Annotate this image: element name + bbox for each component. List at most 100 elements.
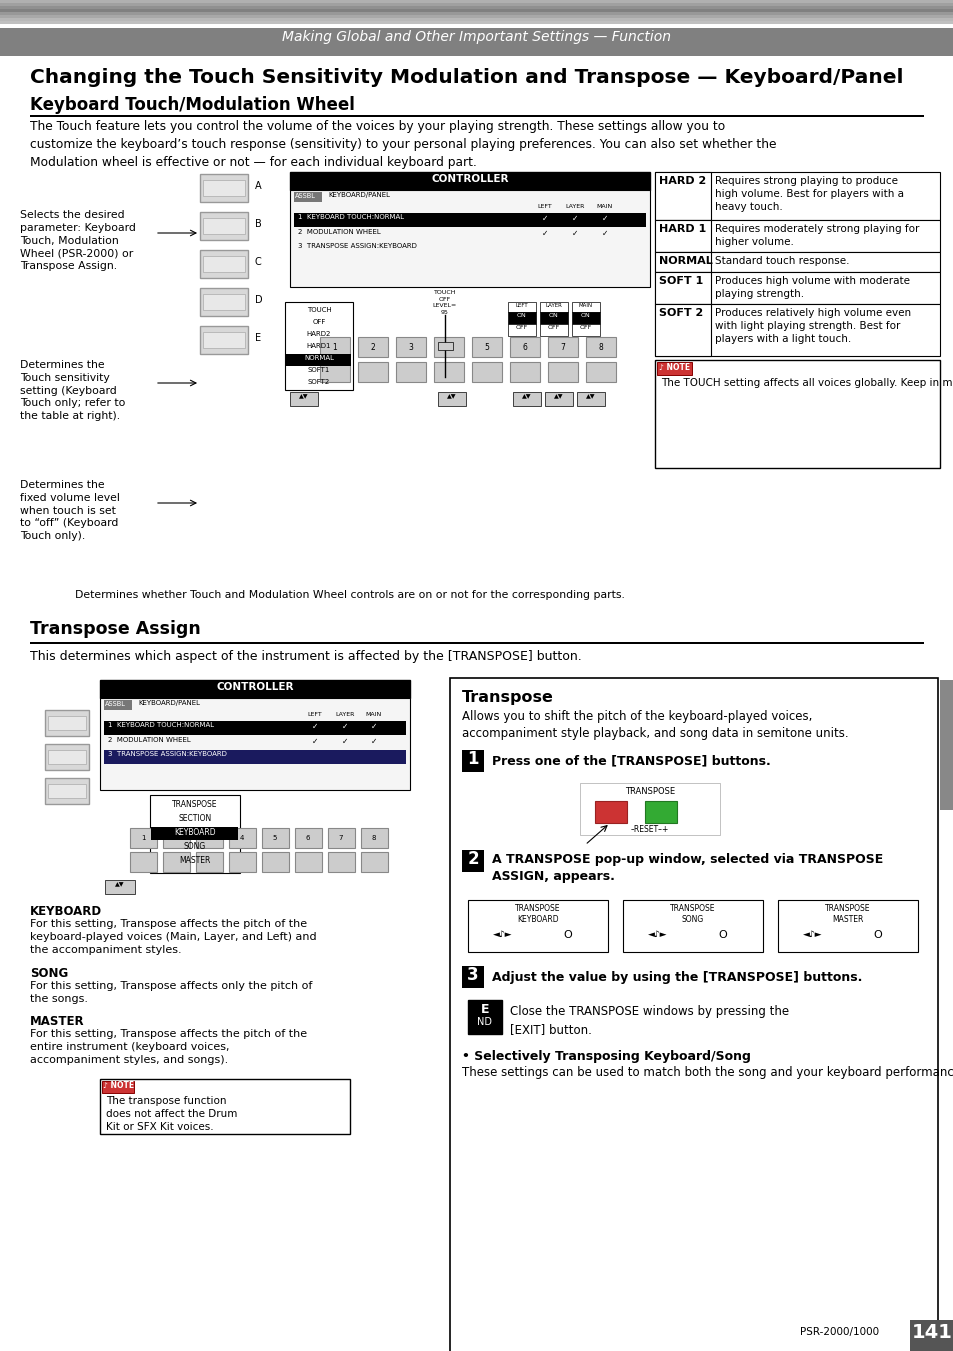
Bar xyxy=(203,255,245,272)
Bar xyxy=(150,794,240,873)
Text: 1  KEYBOARD TOUCH:NORMAL: 1 KEYBOARD TOUCH:NORMAL xyxy=(108,721,213,728)
Bar xyxy=(655,304,939,357)
Text: KEYBOARD: KEYBOARD xyxy=(174,828,215,838)
Text: 2: 2 xyxy=(467,850,478,867)
Text: Selects the desired
parameter: Keyboard
Touch, Modulation
Wheel (PSR-2000) or
Tr: Selects the desired parameter: Keyboard … xyxy=(20,209,135,272)
Bar xyxy=(151,827,237,840)
Bar xyxy=(163,852,190,871)
Text: Transpose: Transpose xyxy=(461,690,554,705)
Text: Making Global and Other Important Settings — Function: Making Global and Other Important Settin… xyxy=(282,30,671,45)
Text: 1: 1 xyxy=(467,750,478,767)
Bar xyxy=(585,362,616,382)
Text: 141: 141 xyxy=(911,1323,952,1342)
Bar xyxy=(657,362,691,376)
Bar xyxy=(0,5,953,9)
Bar xyxy=(507,324,536,336)
Bar xyxy=(294,192,322,203)
Text: LEFT: LEFT xyxy=(537,204,552,209)
Bar xyxy=(437,342,453,350)
Text: 2  MODULATION WHEEL: 2 MODULATION WHEEL xyxy=(297,230,380,235)
Text: ASSBL: ASSBL xyxy=(294,193,315,199)
Bar xyxy=(577,392,604,407)
Text: For this setting, Transpose affects the pitch of the
keyboard-played voices (Mai: For this setting, Transpose affects the … xyxy=(30,919,316,955)
Text: 2: 2 xyxy=(370,343,375,351)
Text: ◄♪►: ◄♪► xyxy=(493,929,512,939)
Text: 2  MODULATION WHEEL: 2 MODULATION WHEEL xyxy=(108,738,191,743)
Bar xyxy=(203,218,245,234)
Text: MAIN: MAIN xyxy=(578,303,593,308)
Bar xyxy=(395,362,426,382)
Text: KEYBOARD/PANEL: KEYBOARD/PANEL xyxy=(138,700,200,707)
Text: SOFT1: SOFT1 xyxy=(308,367,330,373)
Text: Allows you to shift the pitch of the keyboard-played voices,
accompaniment style: Allows you to shift the pitch of the key… xyxy=(461,711,848,740)
Text: Press one of the [TRANSPOSE] buttons.: Press one of the [TRANSPOSE] buttons. xyxy=(492,754,770,767)
Text: Adjust the value by using the [TRANSPOSE] buttons.: Adjust the value by using the [TRANSPOSE… xyxy=(492,971,862,984)
Text: 2: 2 xyxy=(173,835,178,842)
Text: LAYER: LAYER xyxy=(335,712,355,717)
Bar xyxy=(200,326,248,354)
Text: ✓: ✓ xyxy=(341,738,348,746)
Text: 1: 1 xyxy=(141,835,145,842)
Text: TRANSPOSE
MASTER: TRANSPOSE MASTER xyxy=(824,904,870,924)
Text: 5: 5 xyxy=(273,835,277,842)
Text: 7: 7 xyxy=(338,835,343,842)
Text: ON: ON xyxy=(549,313,558,317)
Text: Determines whether Touch and Modulation Wheel controls are on or not for the cor: Determines whether Touch and Modulation … xyxy=(75,590,624,600)
Text: The Touch feature lets you control the volume of the voices by your playing stre: The Touch feature lets you control the v… xyxy=(30,120,776,169)
Text: The transpose function
does not affect the Drum
Kit or SFX Kit voices.: The transpose function does not affect t… xyxy=(106,1096,237,1132)
Text: O: O xyxy=(718,929,726,940)
Text: –RESET–+: –RESET–+ xyxy=(630,825,668,834)
Text: ♪ NOTE: ♪ NOTE xyxy=(103,1082,134,1090)
Text: CONTROLLER: CONTROLLER xyxy=(216,682,294,692)
Text: 1: 1 xyxy=(333,343,337,351)
Bar xyxy=(655,359,939,467)
Bar xyxy=(0,26,953,28)
Text: Requires strong playing to produce
high volume. Best for players with a
heavy to: Requires strong playing to produce high … xyxy=(714,176,903,212)
Bar xyxy=(539,303,567,312)
Text: ▲▼: ▲▼ xyxy=(299,394,309,399)
Bar xyxy=(395,336,426,357)
Bar xyxy=(45,778,89,804)
Bar xyxy=(285,303,353,390)
Bar xyxy=(357,336,388,357)
Text: ✓: ✓ xyxy=(371,738,376,746)
Text: LAYER: LAYER xyxy=(565,204,584,209)
Bar xyxy=(468,900,607,952)
Text: OFF: OFF xyxy=(579,326,592,330)
Bar xyxy=(30,115,923,116)
Text: ▲▼: ▲▼ xyxy=(554,394,563,399)
Text: Standard touch response.: Standard touch response. xyxy=(714,255,848,266)
Text: SOFT 1: SOFT 1 xyxy=(659,276,702,286)
Bar xyxy=(203,180,245,196)
Bar xyxy=(0,15,953,18)
Bar xyxy=(195,828,223,848)
Text: LAYER: LAYER xyxy=(545,303,562,308)
Bar xyxy=(200,212,248,240)
Bar xyxy=(539,324,567,336)
Bar xyxy=(360,828,388,848)
Bar xyxy=(319,362,350,382)
Text: TRANSPOSE
SONG: TRANSPOSE SONG xyxy=(670,904,715,924)
Text: 4: 4 xyxy=(239,835,244,842)
Text: TRANSPOSE: TRANSPOSE xyxy=(172,800,217,809)
Text: 6: 6 xyxy=(305,835,310,842)
Text: 1  KEYBOARD TOUCH:NORMAL: 1 KEYBOARD TOUCH:NORMAL xyxy=(297,213,404,220)
Bar xyxy=(357,362,388,382)
Bar xyxy=(655,253,939,272)
Text: NORMAL: NORMAL xyxy=(304,355,334,361)
Text: TOUCH: TOUCH xyxy=(306,307,331,313)
Bar xyxy=(0,9,953,12)
Bar xyxy=(655,304,710,357)
Text: ♪ NOTE: ♪ NOTE xyxy=(659,362,689,372)
Bar xyxy=(572,312,599,324)
Bar xyxy=(547,336,578,357)
Text: Keyboard Touch/Modulation Wheel: Keyboard Touch/Modulation Wheel xyxy=(30,96,355,113)
Text: Determines the
fixed volume level
when touch is set
to “off” (Keyboard
Touch onl: Determines the fixed volume level when t… xyxy=(20,480,120,542)
Bar xyxy=(195,852,223,871)
Bar xyxy=(655,172,710,220)
Text: Determines the
Touch sensitivity
setting (Keyboard
Touch only; refer to
the tabl: Determines the Touch sensitivity setting… xyxy=(20,359,125,422)
Text: These settings can be used to match both the song and your keyboard performance : These settings can be used to match both… xyxy=(461,1066,953,1079)
Bar xyxy=(0,22,953,24)
Text: ▲▼: ▲▼ xyxy=(521,394,531,399)
Text: E: E xyxy=(480,1002,489,1016)
